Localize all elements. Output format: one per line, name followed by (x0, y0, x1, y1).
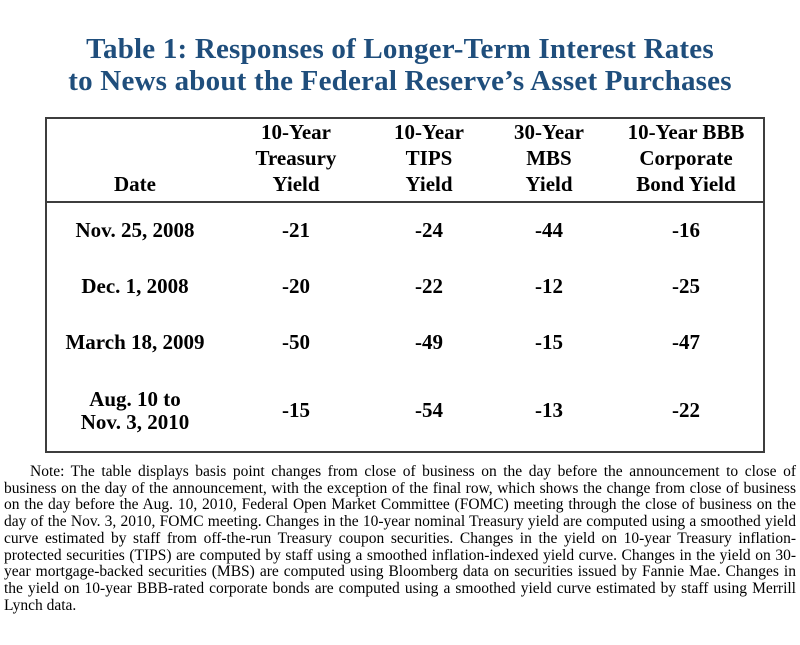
value-cell: -22 (415, 273, 443, 298)
header-line: Yield (525, 172, 573, 196)
value-cell: -24 (415, 218, 443, 242)
col-header-bbb-corporate-bond-yield: 10-Year BBB Corporate Bond Yield (609, 118, 764, 203)
header-line: 10-Year (261, 120, 331, 144)
header-line: Bond Yield (636, 172, 736, 196)
interest-rate-response-table: Date 10-Year Treasury Yield 10-Year TIPS… (45, 117, 765, 453)
value-cell: -50 (282, 329, 310, 354)
value-cell: -47 (672, 329, 700, 354)
value-cell: -44 (535, 218, 563, 242)
date-line: Dec. 1, 2008 (81, 273, 189, 298)
date-line: Nov. 25, 2008 (75, 218, 195, 242)
header-line: Treasury (255, 146, 337, 170)
value-cell: -20 (282, 273, 310, 298)
date-cell: Nov. 25, 2008 (46, 202, 223, 258)
header-row: Date 10-Year Treasury Yield 10-Year TIPS… (46, 118, 764, 203)
value-cell: -16 (672, 218, 700, 242)
value-cell: -54 (415, 398, 443, 422)
header-line: 10-Year (394, 120, 464, 144)
header-line: MBS (526, 146, 572, 170)
date-line: March 18, 2009 (65, 329, 205, 354)
value-cell: -15 (535, 329, 563, 354)
value-cell: -22 (672, 398, 700, 422)
date-cell: Dec. 1, 2008 (46, 258, 223, 314)
header-line: Yield (405, 172, 453, 196)
date-line: Aug. 10 to (89, 386, 181, 411)
col-header-date: Date (46, 118, 223, 203)
table-row: Dec. 1, 2008 -20 -22 -12 -25 (46, 258, 764, 314)
col-header-treasury-yield: 10-Year Treasury Yield (223, 118, 369, 203)
table-note: Note: The table displays basis point cha… (4, 463, 796, 614)
value-cell: -12 (535, 273, 563, 298)
col-header-tips-yield: 10-Year TIPS Yield (369, 118, 489, 203)
header-line: Yield (272, 172, 320, 196)
date-cell: Aug. 10 to Nov. 3, 2010 (46, 370, 223, 452)
value-cell: -49 (415, 329, 443, 354)
value-cell: -13 (535, 398, 563, 422)
header-line: Date (114, 172, 156, 196)
title-line-2: to News about the Federal Reserve’s Asse… (68, 65, 732, 97)
value-cell: -15 (282, 398, 310, 422)
date-line: Nov. 3, 2010 (80, 409, 190, 434)
title-line-1: Table 1: Responses of Longer-Term Intere… (86, 33, 714, 65)
col-header-mbs-yield: 30-Year MBS Yield (489, 118, 609, 203)
header-line: Corporate (639, 146, 733, 170)
date-cell: March 18, 2009 (46, 314, 223, 370)
table-row: March 18, 2009 -50 -49 -15 -47 (46, 314, 764, 370)
value-cell: -25 (672, 273, 700, 298)
table-title: Table 1: Responses of Longer-Term Intere… (0, 33, 800, 97)
header-line: 10-Year BBB (627, 120, 745, 144)
table-row: Aug. 10 to Nov. 3, 2010 -15 -54 -13 -22 (46, 370, 764, 452)
value-cell: -21 (282, 218, 310, 242)
header-line: TIPS (405, 146, 453, 170)
header-line: 30-Year (514, 120, 584, 144)
table-row: Nov. 25, 2008 -21 -24 -44 -16 (46, 202, 764, 258)
